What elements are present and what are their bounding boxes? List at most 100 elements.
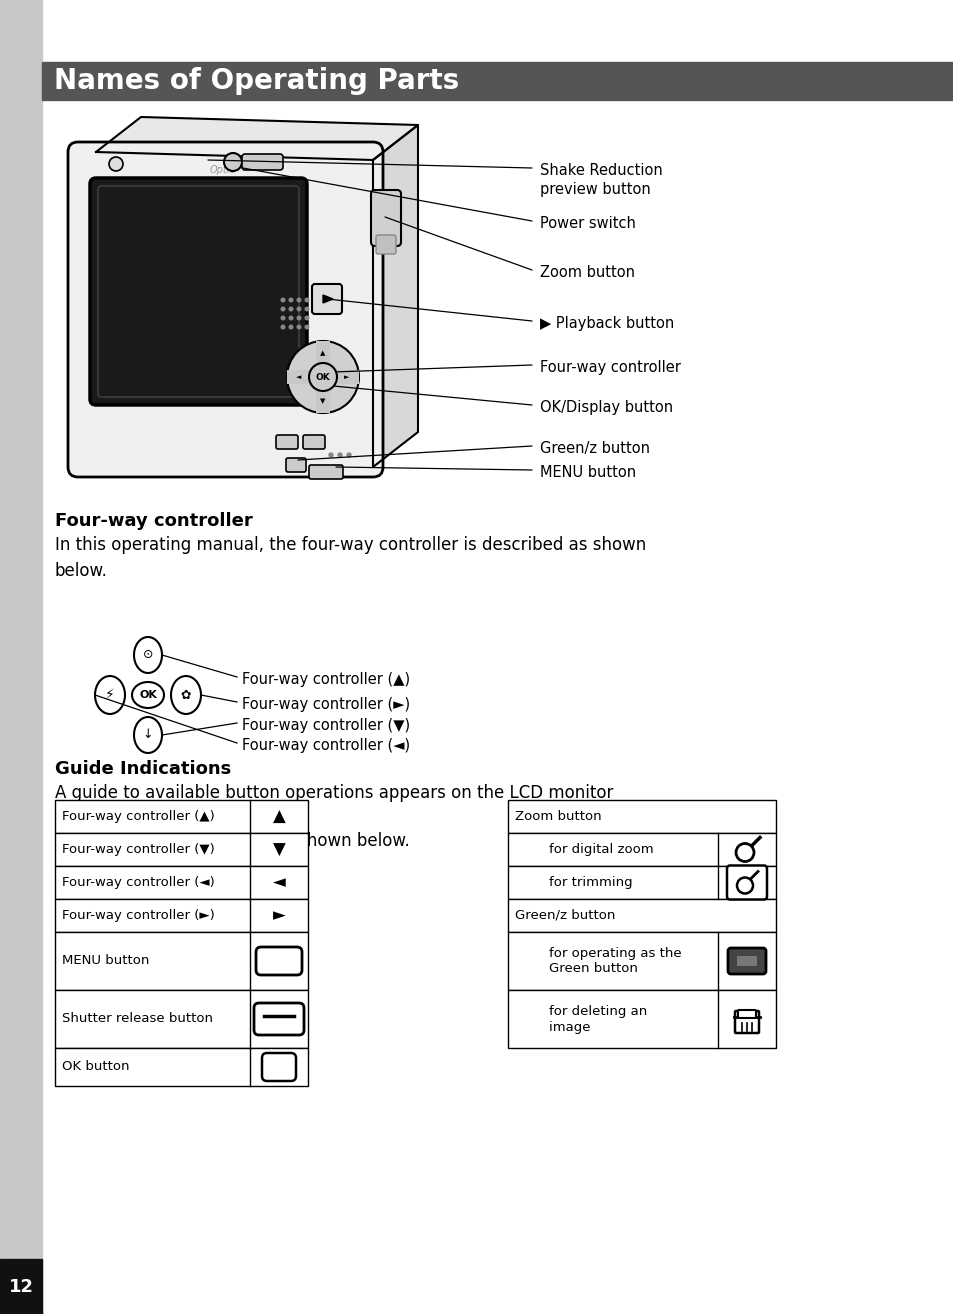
Circle shape xyxy=(309,363,336,392)
Text: MENU button: MENU button xyxy=(62,954,150,967)
Bar xyxy=(55,800,308,833)
Text: Four-way controller (◄): Four-way controller (◄) xyxy=(62,876,214,890)
FancyBboxPatch shape xyxy=(253,1003,304,1035)
Circle shape xyxy=(289,317,293,319)
Text: Four-way controller (▲): Four-way controller (▲) xyxy=(62,809,214,823)
Circle shape xyxy=(289,298,293,302)
FancyBboxPatch shape xyxy=(726,866,766,900)
Text: ⊙: ⊙ xyxy=(143,649,153,661)
Bar xyxy=(0,1259,42,1314)
Ellipse shape xyxy=(171,675,201,714)
Text: OK button: OK button xyxy=(62,1060,130,1074)
Text: Zoom button: Zoom button xyxy=(539,265,635,280)
Text: for operating as the
        Green button: for operating as the Green button xyxy=(515,946,680,975)
Text: Shake Reduction
preview button: Shake Reduction preview button xyxy=(539,163,662,197)
Circle shape xyxy=(109,156,123,171)
Circle shape xyxy=(289,307,293,311)
Text: Zoom button: Zoom button xyxy=(515,809,601,823)
Circle shape xyxy=(297,298,300,302)
Circle shape xyxy=(281,325,285,328)
Text: for trimming: for trimming xyxy=(515,876,632,890)
FancyBboxPatch shape xyxy=(309,465,343,480)
Circle shape xyxy=(289,325,293,328)
Circle shape xyxy=(281,298,285,302)
Bar xyxy=(507,989,775,1049)
Circle shape xyxy=(305,325,309,328)
Polygon shape xyxy=(323,296,333,304)
Circle shape xyxy=(297,307,300,311)
Text: Shutter release button: Shutter release button xyxy=(62,1013,213,1025)
FancyBboxPatch shape xyxy=(375,235,395,254)
Text: ▼: ▼ xyxy=(320,398,325,403)
Circle shape xyxy=(281,317,285,319)
Bar xyxy=(315,342,330,413)
Circle shape xyxy=(737,878,752,894)
Circle shape xyxy=(305,307,309,311)
Bar xyxy=(55,1049,308,1085)
Circle shape xyxy=(281,307,285,311)
Circle shape xyxy=(297,325,300,328)
Bar xyxy=(55,833,308,866)
Text: Green/ᴢ button: Green/ᴢ button xyxy=(515,909,615,922)
FancyBboxPatch shape xyxy=(242,154,283,170)
Text: ◄: ◄ xyxy=(296,374,301,380)
Text: ▲: ▲ xyxy=(273,808,285,825)
Text: for digital zoom: for digital zoom xyxy=(515,844,653,855)
Text: Green/ᴢ button: Green/ᴢ button xyxy=(539,442,649,456)
FancyBboxPatch shape xyxy=(90,177,307,405)
Bar xyxy=(55,866,308,899)
Text: 12: 12 xyxy=(9,1279,33,1296)
Text: Four-way controller: Four-way controller xyxy=(539,360,680,374)
Text: The buttons are indicated as shown below.: The buttons are indicated as shown below… xyxy=(55,832,410,850)
Text: ✿: ✿ xyxy=(180,689,191,702)
Ellipse shape xyxy=(133,637,162,673)
Bar xyxy=(55,989,308,1049)
Bar xyxy=(507,833,775,866)
Ellipse shape xyxy=(133,717,162,753)
Text: Four-way controller (▲): Four-way controller (▲) xyxy=(242,671,410,687)
Circle shape xyxy=(347,453,351,457)
Ellipse shape xyxy=(95,675,125,714)
Text: Guide Indications: Guide Indications xyxy=(55,759,231,778)
Text: Four-way controller (◄): Four-way controller (◄) xyxy=(242,738,410,753)
FancyBboxPatch shape xyxy=(98,187,298,397)
FancyBboxPatch shape xyxy=(275,435,297,449)
Text: ◄: ◄ xyxy=(273,874,285,891)
Text: ▶ Playback button: ▶ Playback button xyxy=(539,315,674,331)
Polygon shape xyxy=(96,117,417,160)
Text: MENU button: MENU button xyxy=(539,465,636,480)
Text: Names of Operating Parts: Names of Operating Parts xyxy=(54,67,458,95)
FancyBboxPatch shape xyxy=(738,1010,755,1018)
FancyBboxPatch shape xyxy=(371,191,400,246)
Bar xyxy=(287,371,358,384)
FancyBboxPatch shape xyxy=(303,435,325,449)
Text: Four-way controller: Four-way controller xyxy=(55,512,253,530)
Text: ▼: ▼ xyxy=(273,841,285,858)
Text: OK/Display button: OK/Display button xyxy=(539,399,673,415)
Circle shape xyxy=(305,317,309,319)
FancyBboxPatch shape xyxy=(312,284,341,314)
FancyBboxPatch shape xyxy=(734,1010,759,1033)
Text: A guide to available button operations appears on the LCD monitor
during operati: A guide to available button operations a… xyxy=(55,784,613,828)
Text: ↓: ↓ xyxy=(143,728,153,741)
FancyBboxPatch shape xyxy=(262,1053,295,1081)
Text: Four-way controller (►): Four-way controller (►) xyxy=(242,696,410,712)
Text: In this operating manual, the four-way controller is described as shown
below.: In this operating manual, the four-way c… xyxy=(55,536,645,581)
Text: OK: OK xyxy=(139,690,157,700)
Text: Four-way controller (▼): Four-way controller (▼) xyxy=(62,844,214,855)
Bar xyxy=(42,62,953,100)
Bar xyxy=(55,932,308,989)
Text: Power switch: Power switch xyxy=(539,215,636,231)
Text: OK: OK xyxy=(315,372,330,381)
Text: Four-way controller (▼): Four-way controller (▼) xyxy=(242,717,410,733)
Polygon shape xyxy=(373,125,417,466)
Bar xyxy=(55,899,308,932)
Circle shape xyxy=(305,298,309,302)
Circle shape xyxy=(735,844,753,862)
Circle shape xyxy=(224,152,242,171)
Bar xyxy=(507,932,775,989)
Text: ►: ► xyxy=(273,907,285,925)
Bar xyxy=(737,957,757,966)
Bar xyxy=(507,800,775,833)
Text: ►: ► xyxy=(344,374,350,380)
